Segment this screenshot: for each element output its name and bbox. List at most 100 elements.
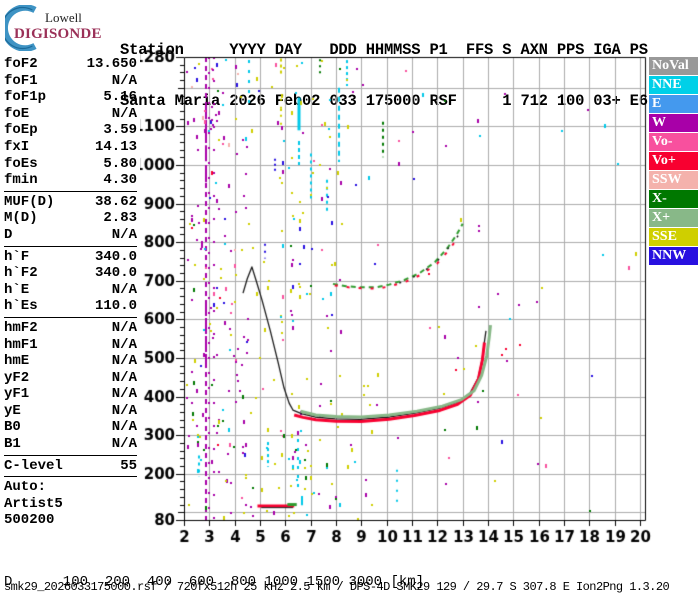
logo-lowell-text: Lowell — [45, 10, 82, 25]
param-value: 2.83 — [103, 210, 137, 227]
panel-divider — [4, 316, 137, 318]
panel-divider — [4, 190, 137, 192]
param-row-foE: foE N/A — [4, 106, 137, 123]
param-label: hmE — [4, 353, 30, 370]
param-value: 340.0 — [94, 265, 137, 282]
param-label: foF2 — [4, 56, 38, 72]
ionogram-plot — [140, 45, 700, 557]
param-value: 340.0 — [94, 248, 137, 265]
param-value: 3.59 — [103, 122, 137, 139]
param-value: 4.30 — [103, 172, 137, 189]
param-row-hmF1: hmF1 N/A — [4, 337, 137, 354]
param-row-yF1: yF1 N/A — [4, 386, 137, 403]
logo-digisonde-text: DIGISONDE — [14, 26, 102, 42]
param-label: C-level — [4, 457, 63, 474]
param-row-hE: h`E N/A — [4, 282, 137, 299]
param-label: h`Es — [4, 298, 38, 315]
param-value: N/A — [111, 386, 137, 403]
param-label: M(D) — [4, 210, 38, 227]
param-plain-line: Artist5 — [4, 495, 63, 512]
param-plain-line: 500200 — [4, 512, 55, 529]
param-row-Clevel: C-level 55 — [4, 458, 137, 475]
param-value: 110.0 — [94, 298, 137, 315]
param-row-foEs: foEs 5.80 — [4, 156, 137, 173]
legend-item-vo-minus: Vo- — [649, 133, 698, 151]
param-label: D — [4, 226, 13, 243]
panel-divider — [4, 245, 137, 247]
param-value: N/A — [111, 419, 137, 436]
legend-item-noval: NoVal — [649, 57, 698, 75]
param-row-yF2: yF2 N/A — [4, 370, 137, 387]
param-label: foF1 — [4, 72, 38, 89]
legend-item-ssw: SSW — [649, 171, 698, 189]
param-value: 13.650 — [86, 56, 137, 72]
param-label: foF1p — [4, 89, 47, 106]
param-row-foF2: foF2 13.650 — [4, 56, 137, 73]
param-label: h`E — [4, 281, 30, 298]
param-row-hF2: h`F2 340.0 — [4, 265, 137, 282]
param-row-D: D N/A — [4, 227, 137, 244]
param-row-fmin: fmin 4.30 — [4, 172, 137, 189]
param-row-B1: B1 N/A — [4, 436, 137, 453]
parameter-panel: foF2 13.650 foF1 N/A foF1p 5.16 foE N/A foEp 3.59… — [4, 56, 137, 529]
param-row-fxI: fxI 14.13 — [4, 139, 137, 156]
param-label: foEp — [4, 122, 38, 139]
legend-item-x-minus: X- — [649, 190, 698, 208]
param-value: 5.16 — [103, 89, 137, 106]
legend-item-w: W — [649, 114, 698, 132]
legend-item-vo-plus: Vo+ — [649, 152, 698, 170]
param-row-B0: B0 N/A — [4, 419, 137, 436]
param-plain-line: Auto: — [4, 479, 47, 496]
param-value: 5.80 — [103, 155, 137, 172]
param-value: N/A — [111, 226, 137, 243]
param-label: foEs — [4, 155, 38, 172]
param-label: B0 — [4, 419, 21, 436]
param-label: MUF(D) — [4, 193, 55, 210]
param-label: B1 — [4, 436, 21, 453]
param-row-hEs: h`Es 110.0 — [4, 298, 137, 315]
param-row-hF: h`F 340.0 — [4, 249, 137, 266]
param-value: N/A — [111, 336, 137, 353]
param-row-yE: yE N/A — [4, 403, 137, 420]
ionogram-canvas — [140, 45, 700, 557]
param-value: N/A — [111, 72, 137, 89]
status-line: smk29_2026033175000.rsf / 720fx512h 25 k… — [4, 580, 670, 594]
param-value: N/A — [111, 436, 137, 453]
param-label: yE — [4, 402, 21, 419]
param-row-hmF2: hmF2 N/A — [4, 320, 137, 337]
param-value: N/A — [111, 281, 137, 298]
lowell-digisonde-logo: Lowell DIGISONDE — [3, 4, 119, 52]
param-value: N/A — [111, 402, 137, 419]
param-row-MD: M(D) 2.83 — [4, 210, 137, 227]
param-label: h`F2 — [4, 265, 38, 282]
param-value: N/A — [111, 353, 137, 370]
param-label: h`F — [4, 248, 30, 265]
panel-divider — [4, 454, 137, 456]
param-value: 55 — [120, 457, 137, 474]
param-value: N/A — [111, 105, 137, 122]
legend-item-x-plus: X+ — [649, 209, 698, 227]
legend-item-sse: SSE — [649, 228, 698, 246]
param-value: 14.13 — [94, 138, 137, 155]
legend-item-e: E — [649, 95, 698, 113]
echo-type-legend: NoVal NNE E W Vo- Vo+ SSW X- X+ SSE NNW — [649, 57, 698, 266]
muf-table: D 100 200 400 600 800 1000 1500 3000 [km… — [4, 549, 432, 600]
param-row-foF1: foF1 N/A — [4, 73, 137, 90]
param-value: N/A — [111, 319, 137, 336]
param-label: fxI — [4, 138, 30, 155]
param-label: yF2 — [4, 369, 30, 386]
param-value: N/A — [111, 369, 137, 386]
param-label: yF1 — [4, 386, 30, 403]
panel-divider — [4, 476, 137, 478]
legend-item-nne: NNE — [649, 76, 698, 94]
param-row-hmE: hmE N/A — [4, 353, 137, 370]
param-label: hmF2 — [4, 319, 38, 336]
legend-item-nnw: NNW — [649, 247, 698, 265]
param-label: foE — [4, 105, 30, 122]
param-label: fmin — [4, 172, 38, 189]
distance-row: D 100 200 400 600 800 1000 1500 3000 [km… — [4, 574, 425, 590]
param-row-foF1p: foF1p 5.16 — [4, 89, 137, 106]
param-row-MUFD: MUF(D) 38.62 — [4, 194, 137, 211]
param-value: 38.62 — [94, 193, 137, 210]
